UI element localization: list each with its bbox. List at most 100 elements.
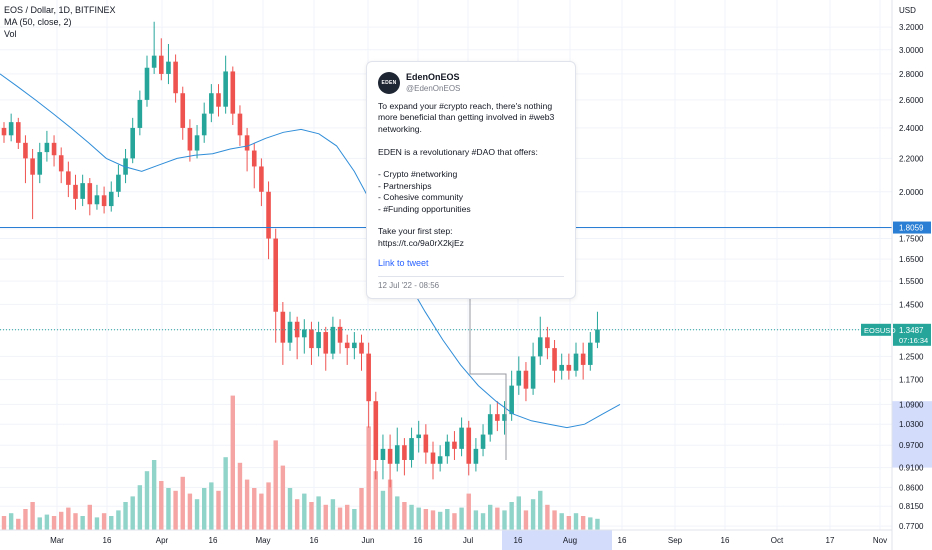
volume-bar [459, 507, 464, 530]
candle-body [87, 183, 93, 205]
volume-bar [416, 507, 421, 530]
volume-bar [223, 457, 228, 530]
time-tick-label: Aug [563, 536, 577, 545]
countdown-label: 07:16:34 [899, 336, 928, 345]
candle-body [409, 438, 414, 460]
candle-body [101, 195, 107, 207]
tweet-body: To expand your #crypto reach, there's no… [378, 101, 568, 249]
candle-body [537, 337, 543, 357]
volume-bar [330, 499, 336, 530]
volume-bar [273, 440, 278, 530]
candle-body [330, 326, 336, 354]
candle-body [466, 427, 472, 464]
time-tick-label: 16 [414, 536, 423, 545]
legend-volume[interactable]: Vol [4, 29, 17, 39]
price-tick-label: 1.7500 [899, 235, 924, 244]
volume-bar [30, 502, 35, 530]
hline-price-tag [893, 221, 931, 234]
candle-body [194, 135, 200, 151]
candle-body [130, 127, 135, 159]
price-tick-label: 0.9700 [899, 441, 924, 450]
volume-bar [294, 499, 300, 530]
candle-body [516, 370, 522, 386]
volume-bar [545, 504, 550, 530]
volume-bar [345, 504, 350, 530]
candle-body [201, 113, 207, 136]
symbol-tag [861, 323, 891, 336]
volume-bar [101, 513, 107, 530]
volume-bar [559, 513, 564, 530]
volume-bar [51, 516, 57, 530]
candle-body [380, 448, 386, 460]
candle-body [166, 61, 171, 74]
candle-body [452, 441, 457, 449]
volume-bar [373, 471, 378, 530]
volume-bar [502, 510, 507, 530]
candle-body [487, 414, 493, 435]
time-tick-label: Oct [771, 536, 784, 545]
volume-bar [209, 482, 214, 530]
candle-body [251, 150, 257, 167]
legend-ma[interactable]: MA (50, close, 2) [4, 17, 72, 27]
volume-bar [166, 488, 171, 530]
volume-bar [237, 462, 243, 530]
volume-bar [309, 502, 314, 530]
candle-body [273, 238, 278, 312]
volume-bar [37, 517, 42, 530]
volume-bars [1, 395, 600, 530]
volume-bar [409, 504, 414, 530]
candle-body [573, 353, 579, 371]
price-tick-label: 0.8150 [899, 502, 924, 511]
volume-bar [366, 426, 371, 530]
volume-bar [316, 496, 321, 530]
volume-bar [380, 490, 386, 530]
volume-bar [352, 509, 357, 530]
volume-bar [516, 496, 521, 530]
legend-symbol[interactable]: EOS / Dollar, 1D, BITFINEX [4, 5, 116, 15]
candle-body [244, 135, 250, 151]
volume-bar [445, 509, 450, 530]
candle-body [266, 191, 271, 239]
time-tick-label: 16 [310, 536, 319, 545]
candle-body [394, 445, 400, 464]
axis-highlights [502, 401, 932, 550]
volume-bar [437, 511, 443, 530]
tweet-date: 12 Jul '22 - 08:56 [378, 281, 440, 290]
volume-bar [151, 460, 157, 530]
candle-body [309, 329, 314, 349]
candle-body [545, 337, 550, 349]
hline-price-label: 1.8059 [899, 224, 924, 233]
candle-body [580, 353, 586, 365]
price-tick-label: 1.2500 [899, 352, 924, 361]
time-tick-label: 16 [618, 536, 627, 545]
price-tick-label: 0.8600 [899, 483, 924, 492]
candlestick-series [1, 21, 600, 488]
time-tick-label: May [255, 536, 270, 545]
volume-bar [423, 509, 429, 530]
volume-bar [252, 488, 257, 530]
price-tick-label: 1.0900 [899, 400, 924, 409]
price-tick-label: 1.6500 [899, 255, 924, 264]
volume-bar [287, 488, 293, 530]
tweet-link[interactable]: Link to tweet [378, 258, 429, 268]
tweet-connector [469, 298, 507, 460]
candle-body [566, 364, 572, 371]
candle-body [459, 427, 464, 449]
candle-body [287, 321, 293, 343]
volume-bar [595, 518, 600, 530]
candle-body [209, 93, 214, 114]
volume-bar [159, 481, 164, 530]
candle-body [359, 342, 364, 354]
volume-bar [59, 511, 64, 530]
volume-bar [323, 504, 328, 530]
volume-bar [216, 490, 221, 530]
volume-bar [8, 513, 14, 530]
candle-body [159, 55, 164, 74]
candle-body [366, 353, 371, 402]
tweet-card: EDEN EdenOnEOS @EdenOnEOS To expand your… [366, 61, 576, 299]
volume-bar [523, 510, 529, 530]
volume-bar [187, 493, 193, 530]
candle-body [173, 61, 178, 94]
time-tick-label: 16 [103, 536, 112, 545]
